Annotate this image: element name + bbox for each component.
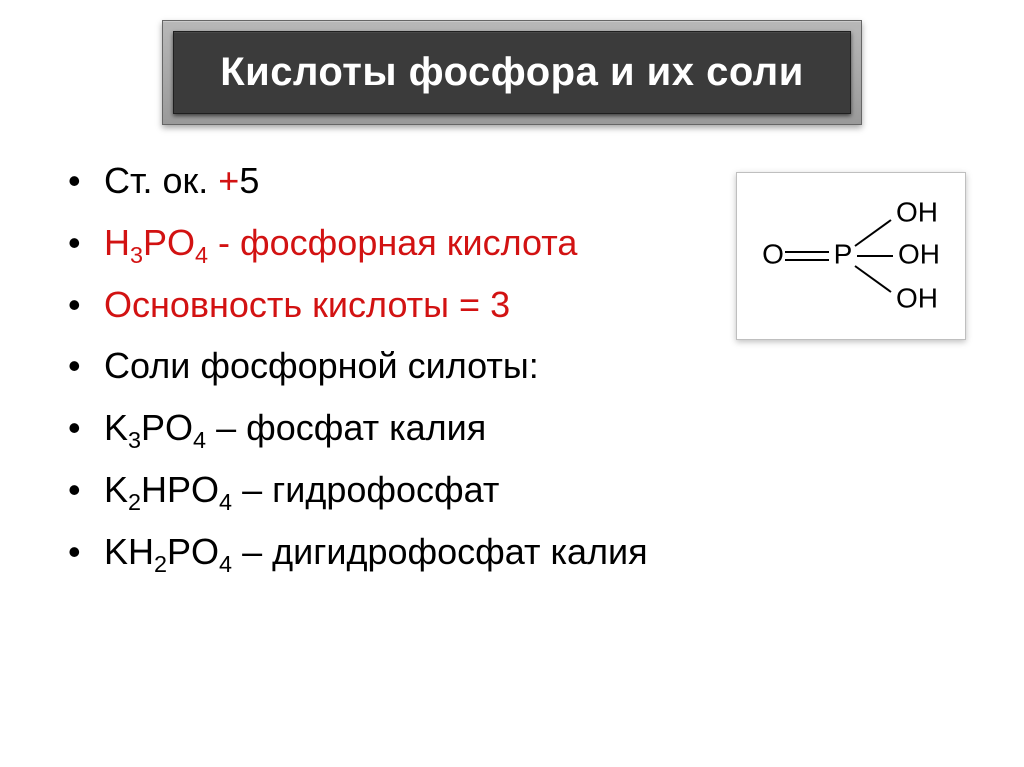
bullet-text: +: [218, 160, 239, 201]
label-oh-mid: OH: [898, 238, 940, 269]
structure-svg: O P OH OH OH: [751, 186, 951, 326]
bullet-text: - фосфорная кислота: [208, 222, 577, 263]
bullet-item-5: K2HPO4 – гидрофосфат: [60, 462, 984, 518]
bullet-text: 3: [128, 427, 141, 453]
bullet-text: 4: [195, 242, 208, 268]
atom-p: P: [834, 238, 853, 269]
bond-oh-down: [855, 266, 891, 292]
phosphoric-acid-structure: O P OH OH OH: [736, 172, 966, 340]
bullet-text: Основность кислоты = 3: [104, 284, 510, 325]
slide: Кислоты фосфора и их соли Ст. ок. +5H3PO…: [0, 0, 1024, 767]
bond-oh-up: [855, 220, 891, 246]
label-oh-up: OH: [896, 196, 938, 227]
bullet-text: 4: [219, 551, 232, 577]
bullet-text: K: [104, 407, 128, 448]
bullet-item-3: Соли фосфорной силоты:: [60, 338, 984, 394]
bullet-text: PO: [167, 531, 219, 572]
title-frame: Кислоты фосфора и их соли: [162, 20, 862, 125]
bullet-text: K: [104, 469, 128, 510]
bullet-text: H: [104, 222, 130, 263]
bullet-text: Соли фосфорной силоты:: [104, 345, 539, 386]
bullet-text: KH: [104, 531, 154, 572]
bullet-text: HPO: [141, 469, 219, 510]
bullet-text: PO: [143, 222, 195, 263]
slide-title: Кислоты фосфора и их соли: [173, 31, 851, 114]
bullet-text: 4: [219, 489, 232, 515]
bullet-item-4: K3PO4 – фосфат калия: [60, 400, 984, 456]
bullet-text: Ст. ок.: [104, 160, 218, 201]
bullet-text: 5: [239, 160, 259, 201]
bullet-text: 4: [193, 427, 206, 453]
bullet-text: 2: [154, 551, 167, 577]
bullet-text: – фосфат калия: [206, 407, 486, 448]
bullet-text: 3: [130, 242, 143, 268]
bullet-text: – дигидрофосфат калия: [232, 531, 648, 572]
bullet-text: 2: [128, 489, 141, 515]
bullet-text: PO: [141, 407, 193, 448]
atom-o: O: [762, 238, 784, 269]
bullet-item-6: KH2PO4 – дигидрофосфат калия: [60, 524, 984, 580]
label-oh-down: OH: [896, 282, 938, 313]
bullet-text: – гидрофосфат: [232, 469, 499, 510]
